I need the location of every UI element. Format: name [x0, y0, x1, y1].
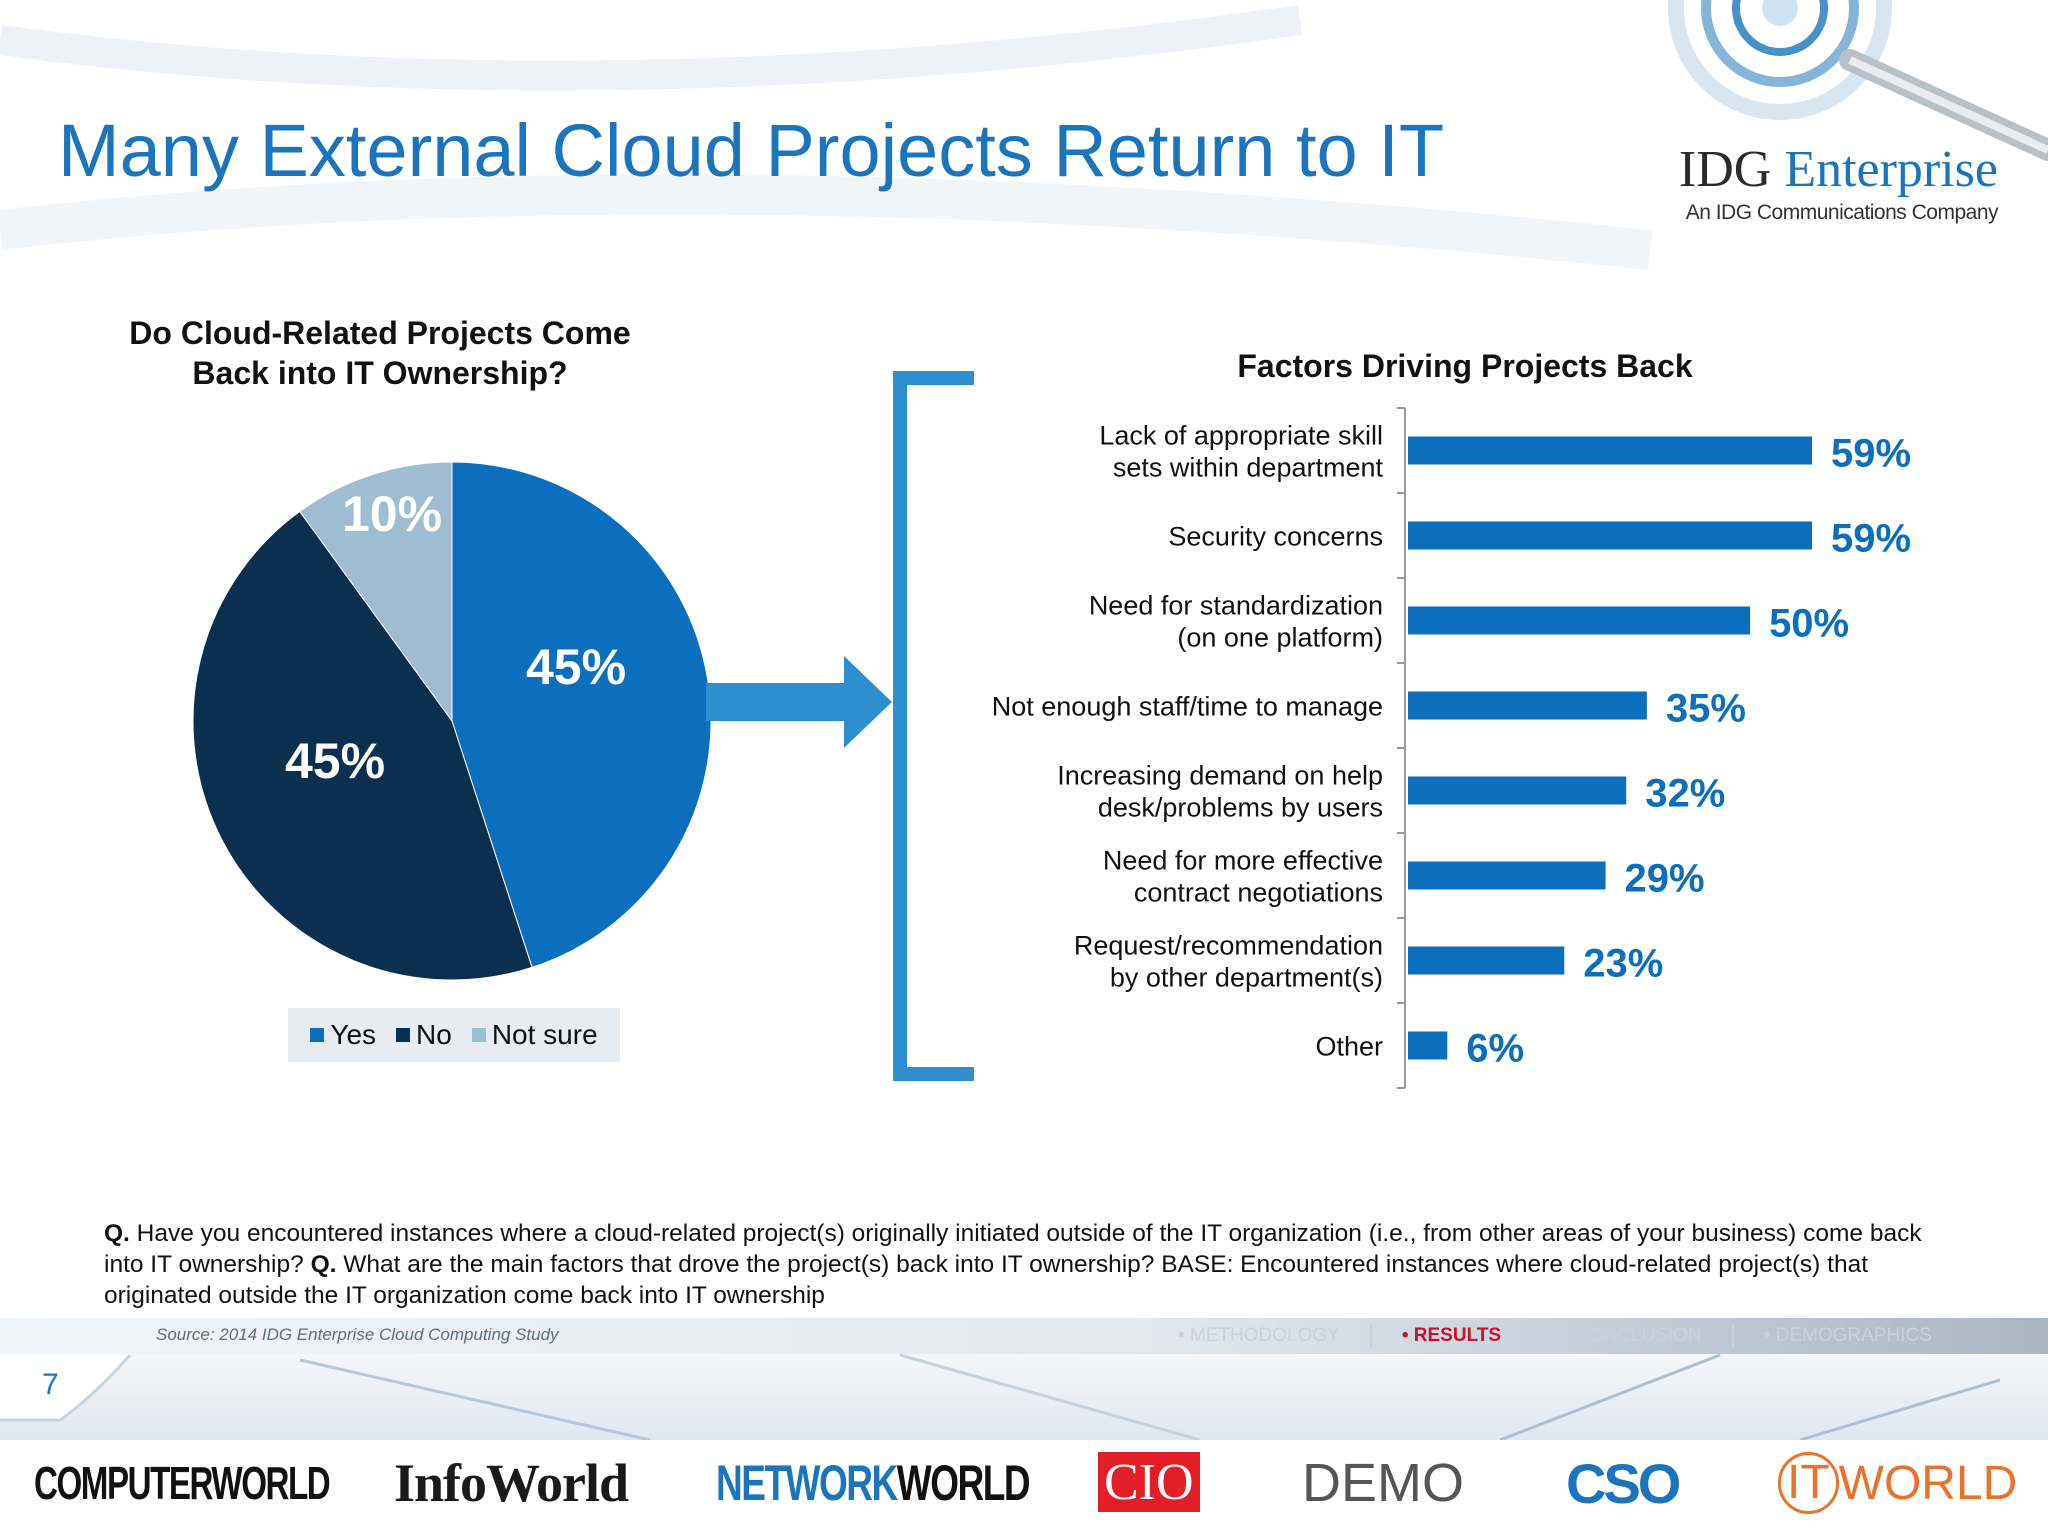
- bar-value-label: 32%: [1645, 772, 1725, 816]
- slide-title: Many External Cloud Projects Return to I…: [58, 109, 1445, 192]
- bar-category-label: Lack of appropriate skill: [1099, 421, 1383, 451]
- cso-logo: CSO: [1566, 1451, 1681, 1515]
- bar-category-label: Need for standardization: [1089, 591, 1383, 621]
- arrow-icon: [706, 656, 892, 748]
- legend-swatch: [471, 1028, 486, 1042]
- bar-value-label: 59%: [1831, 517, 1911, 561]
- bar-value-label: 59%: [1831, 432, 1911, 476]
- legend-label: Yes: [330, 1019, 377, 1050]
- legend-item-no: No: [396, 1019, 452, 1051]
- pie-data-label: 45%: [285, 733, 385, 789]
- itworld-logo: IT WORLD: [1778, 1448, 2017, 1518]
- bar-category-label: (on one platform): [1177, 623, 1383, 653]
- nav-methodology[interactable]: • METHODOLOGY: [1178, 1325, 1340, 1346]
- bar-category-label: desk/problems by users: [1098, 793, 1383, 823]
- bar: [1406, 519, 1814, 552]
- bar: [1406, 944, 1567, 977]
- bar-category-label: Not enough staff/time to manage: [992, 692, 1383, 722]
- bar: [1406, 689, 1649, 722]
- bar-category-label: contract negotiations: [1134, 878, 1383, 908]
- source-note: Source: 2014 IDG Enterprise Cloud Comput…: [156, 1325, 559, 1344]
- bar: [1406, 604, 1753, 637]
- bar-category-label: Security concerns: [1168, 522, 1383, 552]
- pie-chart-title: Do Cloud-Related Projects Come Back into…: [60, 313, 700, 393]
- brand-logo: IDG Enterprise An IDG Communications Com…: [1668, 140, 1999, 225]
- nav-conclusion[interactable]: • CONCLUSION: [1531, 1325, 1732, 1347]
- bar-value-label: 29%: [1625, 857, 1705, 901]
- bar-category-label: by other department(s): [1110, 963, 1383, 993]
- bar-value-label: 35%: [1666, 687, 1746, 731]
- pie-data-label: 45%: [526, 639, 626, 695]
- infoworld-logo: InfoWorld: [394, 1453, 629, 1513]
- pie-slice-no: [192, 510, 533, 981]
- pie-legend: Yes No Not sure: [288, 1008, 620, 1062]
- survey-question: Q. Have you encountered instances where …: [104, 1218, 1944, 1311]
- question-text: What are the main factors that drove the…: [104, 1251, 1868, 1309]
- pie-title-line: Back into IT Ownership?: [192, 355, 568, 391]
- question-marker: Q.: [104, 1220, 130, 1247]
- page-number: 7: [42, 1368, 59, 1401]
- computerworld-logo: COMPUTERWORLD: [34, 1457, 331, 1509]
- bar-category-label: Request/recommendation: [1074, 931, 1383, 961]
- networkworld-logo: NETWORK WORLD: [716, 1455, 1031, 1511]
- itworld-logo-world: WORLD: [1838, 1456, 2018, 1510]
- section-nav: • METHODOLOGY • RESULTS • CONCLUSION • D…: [1148, 1318, 1962, 1354]
- bar-value-label: 23%: [1583, 942, 1663, 986]
- question-text: Have you encountered instances where a c…: [104, 1220, 1922, 1278]
- brand-name: IDG Enterprise: [1678, 141, 1998, 198]
- legend-swatch: [396, 1028, 411, 1042]
- legend-item-yes: Yes: [310, 1019, 376, 1051]
- cio-logo: CIO: [1098, 1452, 1200, 1512]
- itworld-logo-it: IT: [1778, 1452, 1839, 1514]
- bar: [1406, 434, 1814, 467]
- bar-category-label: Need for more effective: [1103, 846, 1383, 876]
- bar-category-label: sets within department: [1113, 453, 1384, 483]
- bar: [1406, 1029, 1450, 1062]
- bar: [1406, 859, 1608, 892]
- bar-chart-title: Factors Driving Projects Back: [1237, 348, 1693, 384]
- bar-category-label: Increasing demand on help: [1057, 761, 1383, 791]
- question-marker: Q.: [310, 1251, 337, 1278]
- pie-slice-yes: [451, 461, 712, 968]
- nav-demographics[interactable]: • DEMOGRAPHICS: [1731, 1325, 1962, 1347]
- bracket-shape: [893, 371, 974, 1081]
- bar-value-label: 6%: [1466, 1027, 1524, 1071]
- pie-data-label: 10%: [342, 486, 442, 542]
- legend-item-not-sure: Not sure: [471, 1019, 598, 1051]
- pie-title-line: Do Cloud-Related Projects Come: [129, 315, 631, 351]
- brand-tagline: An IDG Communications Company: [1685, 201, 1999, 224]
- magnifier-graphic: [1668, 0, 2048, 161]
- nav-results[interactable]: • RESULTS: [1369, 1325, 1531, 1347]
- bar: [1406, 774, 1629, 807]
- bar-value-label: 50%: [1769, 602, 1849, 646]
- legend-swatch: [310, 1028, 325, 1042]
- pie-slice-not-sure: [299, 461, 453, 723]
- legend-label: Not sure: [491, 1019, 598, 1050]
- bar-category-label: Other: [1315, 1032, 1383, 1062]
- legend-label: No: [416, 1019, 452, 1050]
- demo-logo: DEMO: [1302, 1453, 1464, 1513]
